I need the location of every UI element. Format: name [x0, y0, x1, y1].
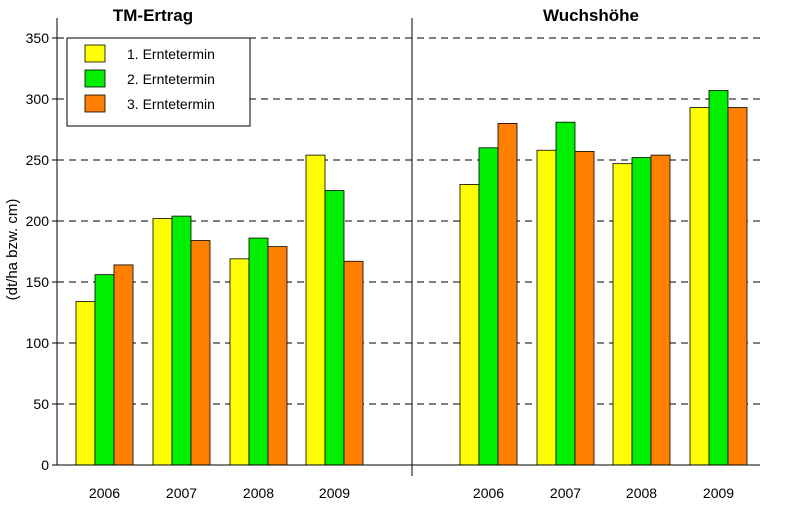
- x-tick-label: 2008: [243, 485, 274, 501]
- y-axis-title: (dt/ha bzw. cm): [4, 199, 21, 301]
- bar-tm-ertrag-2009-series-1: [305, 154, 326, 466]
- gridlines: [57, 37, 760, 405]
- bars: [75, 90, 748, 466]
- legend: 1. Erntetermin 2. Erntetermin 3. Ernteterm…: [66, 37, 251, 127]
- y-tick-label: 150: [26, 274, 50, 290]
- bar-wuchsh-he-2009-series-2: [708, 90, 729, 466]
- x-tick-label: 2007: [550, 485, 581, 501]
- y-tick-label: 200: [26, 213, 50, 229]
- y-tick-label: 50: [33, 396, 49, 412]
- bar-tm-ertrag-2007-series-1: [152, 218, 173, 466]
- panel-title: Wuchshöhe: [543, 6, 639, 25]
- x-tick-label: 2007: [166, 485, 197, 501]
- bar-wuchsh-he-2006-series-1: [459, 183, 480, 466]
- legend-label-1: 1. Erntetermin: [127, 46, 215, 62]
- x-tick-label: 2006: [89, 485, 120, 501]
- x-tick-label: 2009: [319, 485, 350, 501]
- legend-swatch-2: [84, 69, 106, 88]
- bar-wuchsh-he-2008-series-1: [612, 163, 633, 466]
- y-tick-label: 250: [26, 152, 50, 168]
- bar-tm-ertrag-2006-series-3: [113, 264, 134, 466]
- legend-label-2: 2. Erntetermin: [127, 71, 215, 87]
- x-tick-label: 2006: [473, 485, 504, 501]
- bar-wuchsh-he-2006-series-3: [497, 123, 518, 466]
- y-tick-label: 100: [26, 335, 50, 351]
- legend-label-3: 3. Erntetermin: [127, 96, 215, 112]
- bar-tm-ertrag-2009-series-2: [324, 190, 345, 466]
- bar-wuchsh-he-2009-series-3: [727, 107, 748, 466]
- bar-wuchsh-he-2008-series-2: [631, 157, 652, 466]
- bar-wuchsh-he-2007-series-1: [536, 149, 557, 466]
- bar-wuchsh-he-2008-series-3: [650, 154, 671, 466]
- labels: 2006 2007 2008 2009 TM-Ertrag 2006 2007 2008 200…: [4, 6, 734, 501]
- bar-tm-ertrag-2008-series-3: [267, 246, 288, 466]
- bar-wuchsh-he-2007-series-3: [574, 151, 595, 466]
- bar-tm-ertrag-2007-series-2: [171, 215, 192, 466]
- panel-title: TM-Ertrag: [113, 6, 193, 25]
- bar-tm-ertrag-2009-series-3: [343, 260, 364, 466]
- x-tick-label: 2008: [626, 485, 657, 501]
- bar-wuchsh-he-2007-series-2: [555, 121, 576, 466]
- bar-tm-ertrag-2006-series-1: [75, 301, 96, 466]
- y-tick-label: 350: [26, 30, 50, 46]
- bar-wuchsh-he-2006-series-2: [478, 147, 499, 466]
- y-tick-label: 0: [41, 457, 49, 473]
- legend-swatch-3: [84, 94, 106, 113]
- legend-swatch-1: [84, 44, 106, 63]
- x-tick-label: 2009: [703, 485, 734, 501]
- bar-wuchsh-he-2009-series-1: [689, 107, 710, 466]
- bar-tm-ertrag-2008-series-1: [229, 258, 250, 466]
- bar-tm-ertrag-2007-series-3: [190, 240, 211, 466]
- bar-tm-ertrag-2008-series-2: [248, 237, 269, 466]
- axes: [52, 18, 760, 476]
- bar-tm-ertrag-2006-series-2: [94, 274, 115, 466]
- y-tick-label: 300: [26, 91, 50, 107]
